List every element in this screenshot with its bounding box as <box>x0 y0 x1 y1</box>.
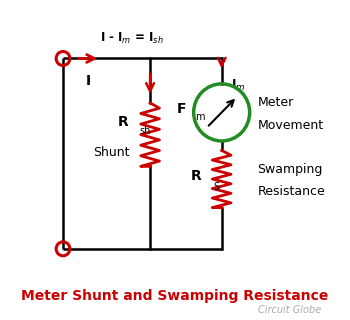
Text: Swamping: Swamping <box>258 163 323 176</box>
Text: Movement: Movement <box>258 119 323 132</box>
Text: S: S <box>213 182 219 192</box>
Text: Meter Shunt and Swamping Resistance: Meter Shunt and Swamping Resistance <box>21 289 329 303</box>
Text: I: I <box>85 74 90 88</box>
Text: I$_m$: I$_m$ <box>231 77 246 92</box>
Text: F: F <box>176 102 186 116</box>
Text: Circuit Globe: Circuit Globe <box>258 305 321 316</box>
Text: I - I$_m$ = I$_{sh}$: I - I$_m$ = I$_{sh}$ <box>100 31 164 46</box>
Text: Shunt: Shunt <box>93 146 130 159</box>
Text: Meter: Meter <box>258 96 294 109</box>
Text: m: m <box>195 112 205 122</box>
Text: R: R <box>118 115 128 129</box>
Text: Resistance: Resistance <box>258 185 325 198</box>
Text: sh: sh <box>139 126 150 136</box>
Text: R: R <box>191 169 202 183</box>
